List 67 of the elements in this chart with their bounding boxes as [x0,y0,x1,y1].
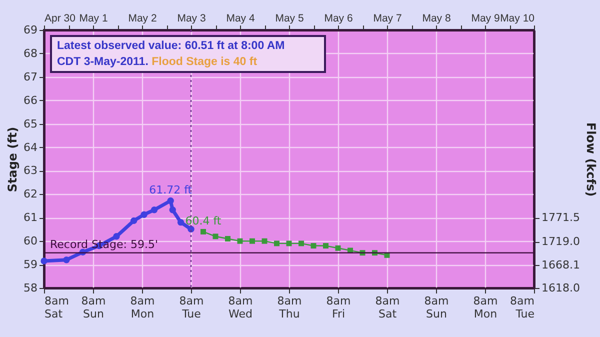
x-tick-label: 8am Wed [228,294,253,320]
y-tick-label: 67 [24,70,38,84]
y-tick-label: 60 [24,234,38,248]
x2-tick-label: May 2 [128,12,157,24]
point [286,240,292,246]
x2-tick-label: May 1 [79,12,108,24]
y-tick-label: 59 [24,258,38,272]
point [140,211,148,218]
y-tick-label: 63 [24,164,38,178]
point [335,245,341,251]
point [169,206,176,214]
point [262,238,268,244]
x-tick-label: 8am Fri [326,294,351,320]
y-tick-label: 65 [24,117,38,130]
point [298,240,304,246]
point [113,233,120,240]
point [237,238,243,244]
annotation: 61.72 ft [149,184,193,197]
x2-tick-label: May 3 [177,12,206,24]
y-tick-label: 69 [24,24,38,36]
y-tick-label: 64 [24,140,38,154]
x2-tick-label: Apr 30 [44,12,76,24]
x2-tick-label: May 4 [226,12,255,24]
x2-tick-label: May 5 [275,12,304,24]
point [177,218,184,226]
x-tick-label: 8am Tue [179,294,204,320]
x-tick-label: 8am Sun [424,294,449,320]
point [212,234,218,240]
y-tick-label: 68 [24,46,38,60]
point [63,256,70,264]
x2-tick-label: May 10 [500,12,535,24]
y-tick-label: 58 [24,282,38,294]
point [130,217,138,224]
y2-tick-label: 1618.0 [542,282,580,294]
x-tick-label: 8am Sun [81,294,106,320]
point [200,228,206,234]
point [225,236,230,242]
point [150,206,158,214]
annotation: CDT 3-May-2011. [57,56,148,68]
point [167,197,174,204]
y-tick-label: 61 [24,211,38,224]
annotation: Latest observed value: 60.51 ft at 8:00 AM [57,40,285,52]
x-tick-label: 8am Tue [510,294,535,320]
point [250,238,255,244]
y-axis-title: Stage (ft) [6,126,20,192]
x-tick-label: 8am Sat [375,294,400,320]
x2-tick-label: May 9 [471,12,500,24]
point [310,243,316,249]
y2-axis-title: Flow (kcfs) [584,122,598,197]
text-box: Latest observed value: 60.51 ft at 8:00 AM CDT 3-May-2011. Flood Stage is 40 ft [50,35,326,73]
x-tick-label: 8am Mon [130,294,155,320]
x-tick-label: 8am Sat [44,294,69,320]
x2-tick-label: May 6 [324,12,353,24]
y2-tick-label: 1771.5 [542,211,580,224]
point [274,240,280,246]
y2-tick-label: 1719.0 [542,235,580,248]
x2-tick-label: May 8 [422,12,451,24]
y2-tick-label: 1668.1 [542,258,580,272]
x-tick-label: 8am Mon [473,294,498,320]
annotation: Flood Stage is 40 ft [152,56,258,68]
point [323,243,328,249]
annotation: 60.4 ft [185,214,222,228]
x2-tick-label: May 7 [373,12,402,24]
x-tick-label: 8am Thu [277,294,302,320]
y-tick-label: 66 [24,94,38,107]
point [40,258,48,264]
y-tick-label: 62 [24,188,38,201]
